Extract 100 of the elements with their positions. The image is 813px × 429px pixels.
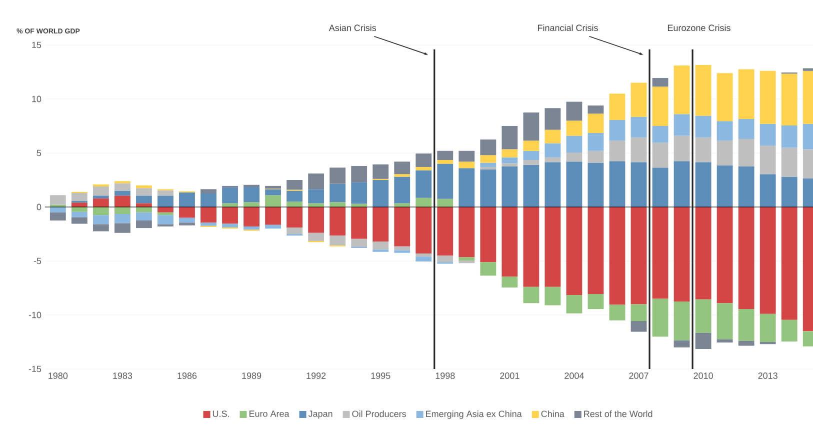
bar	[265, 189, 281, 196]
bar	[351, 238, 368, 247]
bar	[674, 114, 690, 136]
bar	[502, 276, 518, 288]
bar	[652, 86, 668, 126]
bar	[630, 162, 647, 208]
bar	[695, 332, 712, 350]
bar	[136, 203, 152, 208]
bar	[544, 162, 561, 208]
bar	[458, 162, 475, 168]
bar	[179, 207, 195, 218]
bar	[437, 207, 454, 256]
bar	[71, 207, 88, 212]
bar	[179, 218, 195, 223]
bar	[588, 133, 604, 151]
bar	[458, 260, 475, 264]
bar	[372, 164, 389, 179]
bar	[244, 226, 260, 230]
bar	[200, 207, 216, 223]
bar	[738, 166, 754, 208]
bar	[716, 73, 733, 122]
bar	[394, 174, 410, 177]
bar	[200, 222, 216, 226]
bar	[308, 174, 324, 190]
bar	[308, 203, 324, 208]
bar	[92, 198, 109, 208]
bar	[394, 250, 410, 253]
bar	[286, 202, 303, 208]
bar	[674, 340, 690, 348]
bar	[523, 164, 540, 208]
bar	[588, 294, 604, 310]
bar	[588, 162, 604, 208]
bar	[738, 207, 754, 310]
bar	[416, 170, 432, 198]
bar	[71, 202, 88, 208]
bar	[716, 140, 733, 166]
x-tick-label: 2001	[500, 372, 520, 379]
bar	[674, 136, 690, 162]
bar	[609, 120, 626, 141]
x-tick-label: 2004	[564, 372, 584, 379]
bar	[480, 262, 496, 276]
bar	[480, 140, 496, 156]
bar	[158, 190, 174, 196]
legend-label: U.S.	[212, 410, 229, 417]
y-tick-label: -10	[28, 312, 42, 318]
bar	[695, 162, 712, 208]
bar	[652, 298, 668, 337]
bar	[458, 207, 475, 258]
bar	[609, 304, 626, 320]
bar	[416, 256, 432, 262]
y-tick-label: 10	[32, 96, 42, 102]
bar	[136, 196, 152, 204]
bar	[502, 163, 518, 166]
bar	[308, 207, 324, 233]
bar	[308, 189, 324, 204]
bar	[286, 180, 303, 190]
bar	[50, 195, 66, 205]
bar	[523, 150, 540, 160]
bar	[330, 184, 346, 202]
bar	[265, 195, 281, 208]
ref-line-label: Eurozone Crisis	[668, 24, 730, 32]
bar	[695, 116, 712, 138]
bar	[480, 207, 496, 262]
bar	[437, 150, 454, 160]
bar	[630, 116, 647, 138]
bar	[136, 220, 152, 228]
x-tick-label: 1986	[178, 372, 197, 379]
bar	[372, 180, 389, 208]
bar	[781, 125, 798, 148]
bar	[416, 154, 432, 168]
bar	[630, 137, 647, 162]
bar	[652, 168, 668, 208]
legend-label: Rest of the World	[584, 410, 652, 418]
bar	[158, 215, 174, 224]
bar	[244, 187, 260, 202]
x-tick-label: 2007	[629, 372, 648, 379]
bar	[458, 257, 475, 260]
bar	[158, 207, 174, 212]
x-tick-label: 1995	[371, 372, 390, 379]
bar	[716, 207, 733, 304]
bar	[523, 112, 540, 141]
bar	[416, 198, 432, 208]
bar	[738, 138, 754, 166]
bar	[330, 202, 346, 208]
bar	[50, 212, 66, 220]
bar	[760, 207, 776, 314]
bar	[781, 207, 798, 320]
bar	[544, 143, 561, 158]
bar	[394, 176, 410, 204]
bar	[588, 207, 604, 294]
bar	[588, 114, 604, 134]
bar	[372, 242, 389, 250]
bar	[566, 162, 582, 208]
y-tick-label: -15	[28, 366, 42, 372]
bar	[480, 162, 496, 168]
bar	[652, 142, 668, 168]
legend-label: Japan	[308, 410, 332, 419]
bar	[458, 168, 475, 208]
bar	[738, 118, 754, 139]
bar	[566, 295, 582, 314]
